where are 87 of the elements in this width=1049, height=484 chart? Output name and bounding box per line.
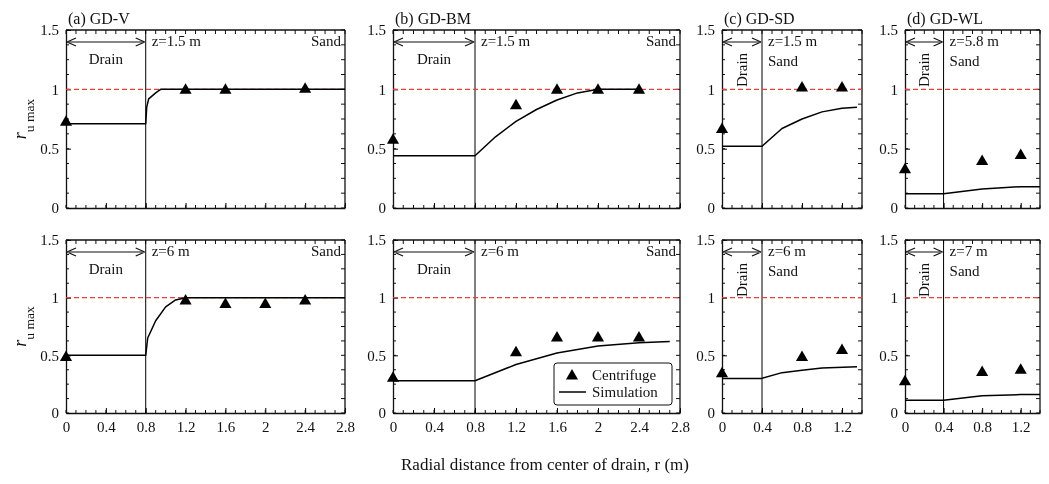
annotation: z=6 m [151,243,191,259]
annotation: Sand [768,53,799,69]
x-tick-label: 0 [718,418,727,435]
y-tick-label: 0 [378,200,386,217]
annotation: Sand [949,53,981,69]
y-tick-label: 0.5 [367,347,386,364]
x-tick-label: 1.2 [833,418,852,435]
x-tick-label: 0.4 [425,418,445,435]
y-tick-label: 1 [51,81,59,98]
x-tick-label: 2.8 [671,418,690,435]
annotation: Sand [949,263,981,279]
y-tick-label: 0.5 [879,140,898,157]
y-tick-label: 1 [890,289,898,306]
y-tick-label: 0 [890,405,898,422]
annotation: Drain [416,261,452,277]
y-tick-label: 1.5 [367,22,386,39]
y-tick-label: 0 [378,405,386,422]
x-tick-label: 1.2 [507,418,526,435]
x-tick-label: 0.8 [973,418,993,435]
y-tick-label: 1 [51,289,59,306]
x-tick-label: 0.4 [753,418,773,435]
x-tick-label: 2.4 [296,418,316,435]
x-tick-label: 0.8 [793,418,812,435]
x-axis-title: Radial distance from center of drain, r (m) [401,455,689,474]
y-tick-label: 0 [51,200,59,217]
x-tick-label: 0.8 [136,418,156,435]
annotation: Drain [916,262,933,298]
y-tick-label: 1.5 [879,232,898,249]
annotation: Sand [646,243,677,259]
x-tick-label: 0.4 [96,418,117,435]
y-tick-label: 1 [378,289,386,306]
x-tick-label: 0.4 [934,418,954,435]
y-tick-label: 0.5 [40,347,59,364]
y-tick-label: 1 [890,81,898,98]
x-tick-label: 2.4 [630,418,650,435]
chart-title: (d) GD-WL [907,10,983,28]
annotation: Drain [916,52,933,88]
y-tick-label: 1 [707,81,715,98]
annotation: Sand [311,243,342,259]
x-tick-label: 1.2 [1011,418,1031,435]
x-tick-label: 0.8 [466,418,485,435]
y-tick-label: 0.5 [696,140,715,157]
annotation: z=6 m [481,243,520,259]
annotation: z=5.8 m [949,33,1000,49]
y-tick-label: 0.5 [696,347,715,364]
annotation: Sand [646,33,677,49]
y-tick-label: 0.5 [879,347,898,364]
annotation: Drain [734,52,750,88]
y-tick-label: 1.5 [367,232,386,249]
annotation: z=6 m [768,243,807,259]
y-tick-label: 0.5 [40,140,59,157]
annotation: Drain [88,51,124,67]
y-tick-label: 0 [51,405,59,422]
y-tick-label: 0 [707,405,715,422]
y-tick-label: 1 [707,289,715,306]
annotation: z=7 m [949,243,988,259]
y-tick-label: 0 [707,200,715,217]
x-tick-label: 0 [389,418,398,435]
annotation: Sand [311,33,342,49]
annotation: Drain [734,262,750,298]
chart-title: (c) GD-SD [724,10,795,28]
x-tick-label: 2.8 [336,418,355,435]
legend-label: Simulation [592,384,659,400]
y-tick-label: 1.5 [40,232,59,249]
x-tick-label: 1.6 [216,418,236,435]
x-tick-label: 0 [901,418,910,435]
y-tick-label: 1.5 [696,232,715,249]
annotation: Sand [768,263,799,279]
legend-label: Centrifuge [592,367,657,383]
annotation: Drain [416,51,452,67]
chart-title: (b) GD-BM [395,10,471,28]
annotation: z=1.5 m [481,33,531,49]
annotation: Drain [88,261,124,277]
chart-title: (a) GD-V [68,10,131,28]
y-tick-label: 0.5 [367,140,386,157]
y-tick-label: 1.5 [879,22,898,39]
x-tick-label: 0 [62,418,71,435]
x-tick-label: 1.6 [548,418,568,435]
x-tick-label: 2 [594,418,603,435]
annotation: z=1.5 m [151,33,202,49]
annotation: z=1.5 m [768,33,818,49]
y-tick-label: 1 [378,81,386,98]
x-tick-label: 1.2 [176,418,196,435]
x-tick-label: 2 [262,418,270,435]
y-tick-label: 1.5 [40,22,59,39]
y-tick-label: 1.5 [696,22,715,39]
y-tick-label: 0 [890,200,898,217]
